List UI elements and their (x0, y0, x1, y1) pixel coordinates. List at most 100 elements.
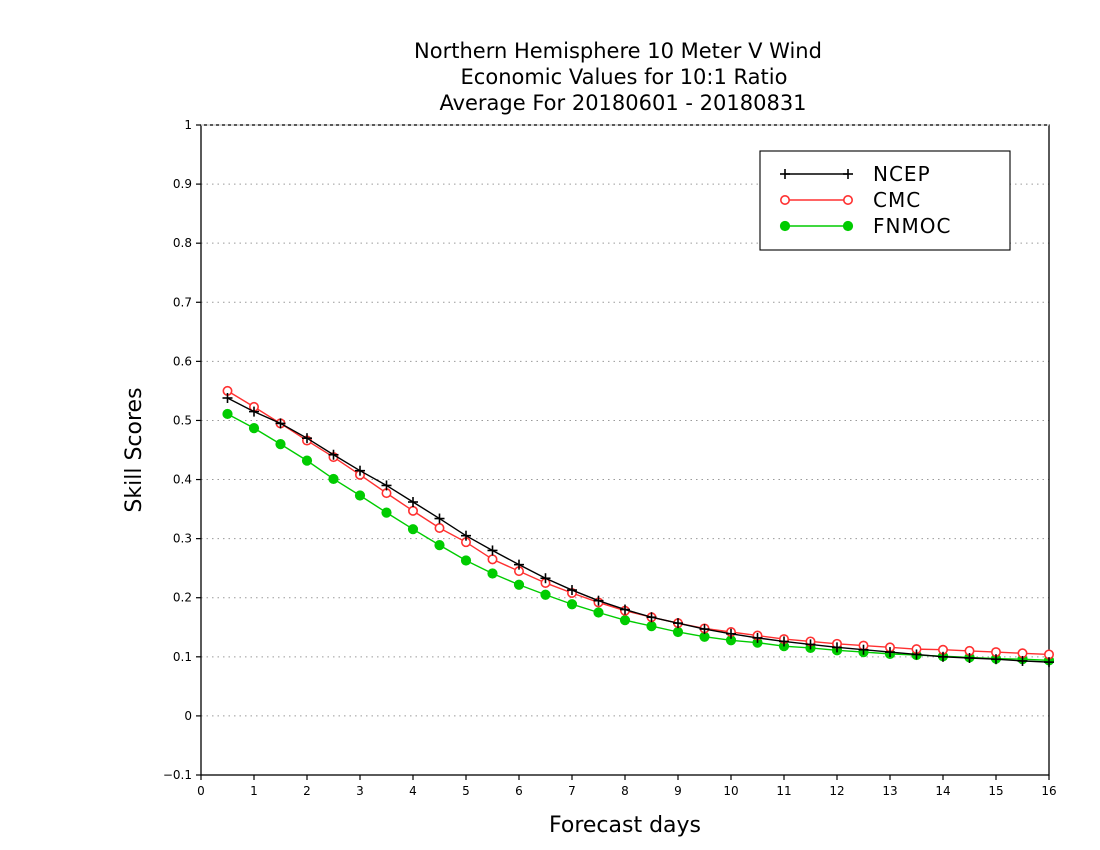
chart-title: Northern Hemisphere 10 Meter V Wind Econ… (414, 39, 822, 115)
data-point (593, 607, 604, 618)
title-line-1: Northern Hemisphere 10 Meter V Wind (414, 39, 822, 63)
legend-marker-start (780, 169, 790, 179)
x-tick-label: 5 (462, 784, 470, 798)
x-tick-label: 2 (303, 784, 311, 798)
data-point (858, 644, 869, 655)
y-tick-label: 0 (184, 709, 192, 723)
data-point (461, 530, 471, 541)
y-tick-label: 0.6 (173, 354, 192, 368)
data-point (567, 585, 577, 596)
data-point (434, 540, 445, 551)
x-tick-label: 1 (250, 784, 258, 798)
x-tick-label: 13 (882, 784, 897, 798)
data-point (248, 423, 260, 434)
y-tick-label: 0.5 (173, 413, 192, 427)
y-tick-label: 0.3 (173, 532, 192, 546)
y-tick-label: −0.1 (163, 768, 192, 782)
y-axis-label: Skill Scores (122, 387, 147, 512)
series-fnmoc (222, 408, 1055, 666)
data-point (699, 624, 710, 635)
legend-label: FNMOC (873, 214, 951, 238)
legend-item-cmc: CMC (779, 188, 921, 212)
data-point (646, 620, 657, 632)
data-point (991, 654, 1001, 665)
series-cmc (222, 385, 1055, 660)
x-tick-label: 12 (829, 784, 844, 798)
data-point (301, 455, 313, 466)
data-point (593, 595, 604, 606)
x-tick-label: 15 (988, 784, 1003, 798)
data-point (672, 626, 684, 638)
data-point (222, 408, 233, 420)
x-tick-label: 6 (515, 784, 523, 798)
legend-label: NCEP (873, 162, 931, 186)
y-tick-label: 0.7 (173, 295, 192, 309)
legend-marker-end (842, 220, 854, 232)
data-point (355, 465, 365, 476)
data-point (514, 559, 524, 570)
y-tick-label: 0.4 (173, 473, 192, 487)
data-point (407, 505, 418, 516)
title-line-2: Economic Values for 10:1 Ratio (461, 65, 788, 89)
data-point (487, 545, 498, 556)
data-point (487, 568, 498, 579)
data-point (566, 599, 578, 610)
y-tick-label: 0.9 (173, 177, 192, 191)
axes: −0.100.10.20.30.40.50.60.70.80.910 1 2 3 4 5 6… (163, 118, 1057, 798)
y-tick-label: 0.1 (173, 650, 192, 664)
x-tick-label: 8 (621, 784, 629, 798)
x-tick-label: 3 (356, 784, 364, 798)
y-tick-label: 0.2 (173, 591, 192, 605)
legend-marker-start (779, 195, 790, 206)
data-point (752, 632, 763, 643)
legend-label: CMC (873, 188, 921, 212)
gridlines (201, 183, 1049, 717)
data-point (513, 579, 525, 590)
data-point (540, 589, 551, 600)
y-tick-label: 1 (184, 118, 192, 132)
data-point (328, 449, 339, 460)
data-series (222, 385, 1055, 668)
data-point (832, 642, 842, 653)
data-point (619, 615, 631, 626)
data-point (938, 651, 948, 662)
data-point (1017, 655, 1028, 666)
data-point (726, 628, 736, 639)
data-point (964, 653, 975, 663)
x-axis-label: Forecast days (549, 813, 701, 838)
data-point (779, 636, 789, 647)
series-ncep (222, 393, 1054, 668)
x-tick-label: 11 (776, 784, 791, 798)
x-tick-label: 10 (723, 784, 738, 798)
y-tick-label: 0.8 (173, 236, 192, 250)
data-point (1044, 657, 1054, 668)
data-point (222, 393, 233, 403)
x-tick-label: 16 (1041, 784, 1056, 798)
data-point (381, 480, 392, 491)
data-point (540, 573, 551, 584)
data-point (381, 507, 392, 518)
title-line-3: Average For 20180601 - 20180831 (439, 91, 806, 115)
data-point (460, 555, 472, 566)
data-point (275, 418, 286, 429)
data-point (249, 406, 259, 417)
x-tick-label: 7 (568, 784, 576, 798)
data-point (354, 490, 366, 501)
data-point (620, 604, 630, 615)
data-point (673, 618, 683, 629)
x-tick-label: 4 (409, 784, 417, 798)
data-point (646, 612, 657, 623)
data-point (911, 649, 922, 660)
data-point (407, 524, 419, 535)
series-line (227, 390, 1050, 656)
x-tick-label: 0 (197, 784, 205, 798)
data-point (302, 433, 312, 444)
legend-marker-end (842, 195, 853, 206)
x-tick-label: 9 (674, 784, 682, 798)
data-point (408, 497, 418, 507)
legend-item-fnmoc: FNMOC (779, 214, 951, 238)
x-tick-label: 14 (935, 784, 950, 798)
data-point (487, 554, 498, 565)
data-point (434, 513, 445, 524)
data-point (885, 647, 895, 658)
